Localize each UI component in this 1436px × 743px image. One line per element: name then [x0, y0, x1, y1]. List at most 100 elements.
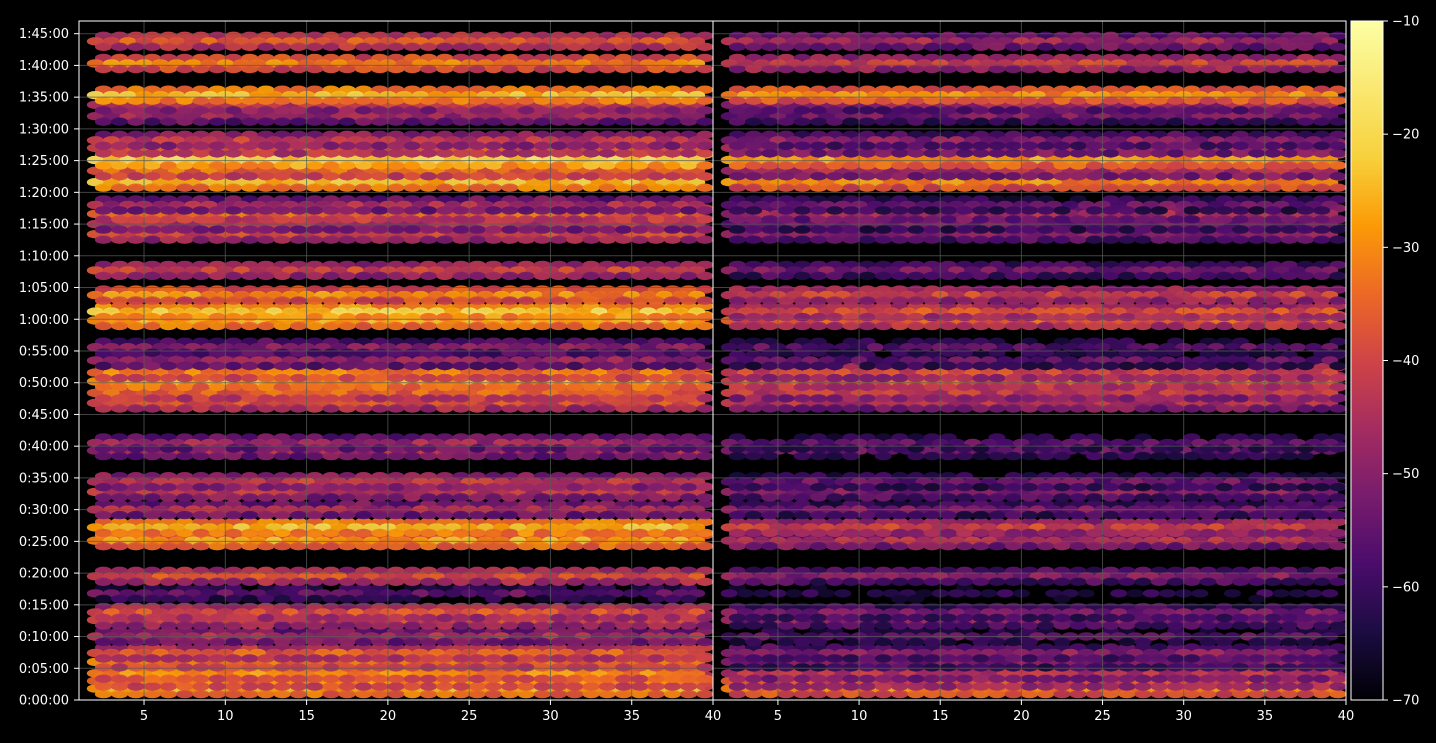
- heat-cell: [615, 96, 633, 105]
- heat-cell: [923, 689, 941, 699]
- heat-cell: [566, 394, 584, 403]
- heat-cell: [94, 483, 112, 492]
- heat-cell: [192, 296, 210, 305]
- heat-cell: [111, 235, 129, 244]
- heat-cell: [338, 42, 356, 51]
- heat-cell: [663, 96, 681, 105]
- heat-cell: [517, 404, 535, 413]
- heat-cell: [485, 542, 502, 551]
- heat-cell: [208, 674, 226, 683]
- heat-cell: [550, 348, 568, 357]
- heat-cell: [224, 225, 242, 234]
- heat-cell: [241, 64, 259, 74]
- heat-cell: [696, 373, 713, 383]
- heat-cell: [224, 373, 242, 383]
- heat-cell: [420, 510, 437, 520]
- heat-cell: [257, 348, 275, 357]
- heat-cell: [159, 689, 177, 699]
- heat-cell: [403, 96, 421, 105]
- heat-cell: [241, 225, 259, 234]
- heat-cell: [192, 510, 210, 520]
- heat-cell: [647, 96, 665, 105]
- heat-cell: [111, 64, 129, 74]
- heat-cell: [192, 161, 210, 170]
- heat-cell: [842, 682, 860, 691]
- heat-cell: [143, 106, 161, 115]
- heat-cell: [322, 682, 340, 691]
- heat-cell: [566, 577, 584, 586]
- heat-cell: [452, 621, 470, 630]
- heat-cell: [550, 613, 568, 623]
- heat-cell: [517, 321, 535, 331]
- heat-cell: [533, 42, 551, 51]
- heat-cell: [290, 510, 307, 520]
- heat-cell: [1134, 682, 1152, 691]
- heat-cell: [192, 404, 210, 413]
- heat-cell: [111, 682, 129, 691]
- heat-cell: [94, 528, 112, 538]
- heat-cell: [485, 235, 502, 244]
- heat-cell: [306, 117, 324, 126]
- heat-cell: [631, 161, 649, 170]
- heat-cell: [371, 64, 389, 74]
- heat-cell: [452, 206, 470, 215]
- heat-cell: [680, 312, 698, 322]
- heat-cell: [631, 271, 649, 281]
- heat-cell: [257, 577, 275, 586]
- heat-cell: [452, 361, 470, 371]
- heat-cell: [159, 682, 177, 691]
- heat-cell: [322, 117, 340, 126]
- heat-cell: [257, 483, 275, 492]
- heat-cell: [1329, 682, 1346, 691]
- heat-cell: [517, 183, 535, 192]
- heat-cell: [371, 510, 389, 520]
- heat-cell: [273, 663, 291, 672]
- heat-cell: [696, 271, 713, 281]
- heat-cell: [680, 493, 698, 502]
- heat-cell: [631, 321, 649, 331]
- heat-cell: [306, 106, 324, 115]
- heat-cell: [241, 654, 259, 663]
- heat-cell: [598, 206, 616, 215]
- heat-cell: [241, 621, 259, 630]
- heat-cell: [94, 493, 112, 502]
- heat-cell: [176, 361, 194, 371]
- heat-cell: [224, 183, 242, 192]
- heat-cell: [192, 64, 210, 74]
- heat-cell: [257, 451, 275, 461]
- heat-cell: [127, 510, 145, 520]
- heat-cell: [290, 394, 307, 403]
- heat-cell: [224, 654, 242, 663]
- heat-cell: [972, 682, 990, 691]
- heat-cell: [485, 321, 502, 331]
- heat-cell: [420, 321, 437, 331]
- heat-cell: [972, 689, 990, 699]
- heat-cell: [696, 183, 713, 192]
- heat-cell: [761, 689, 779, 699]
- heat-cell: [615, 373, 633, 383]
- heat-cell: [468, 637, 486, 647]
- heat-cell: [468, 674, 486, 683]
- heat-cell: [501, 510, 519, 520]
- heat-cell: [159, 528, 177, 538]
- heat-cell: [598, 296, 616, 305]
- heat-cell: [615, 141, 633, 150]
- heat-cell: [371, 348, 389, 357]
- heat-cell: [273, 117, 291, 126]
- heat-cell: [127, 141, 145, 150]
- heat-cell: [452, 663, 470, 672]
- heat-cell: [273, 161, 291, 170]
- heat-cell: [387, 206, 405, 215]
- heat-cell: [208, 682, 226, 691]
- heat-cell: [663, 689, 681, 699]
- heat-cell: [224, 42, 242, 51]
- heat-cell: [127, 542, 145, 551]
- heat-cell: [501, 637, 519, 647]
- heat-cell: [338, 528, 356, 538]
- heat-cell: [403, 206, 421, 215]
- heat-cell: [436, 404, 454, 413]
- heat-cell: [598, 493, 616, 502]
- heat-cell: [322, 654, 340, 663]
- heat-cell: [273, 404, 291, 413]
- heat-cell: [1085, 674, 1103, 683]
